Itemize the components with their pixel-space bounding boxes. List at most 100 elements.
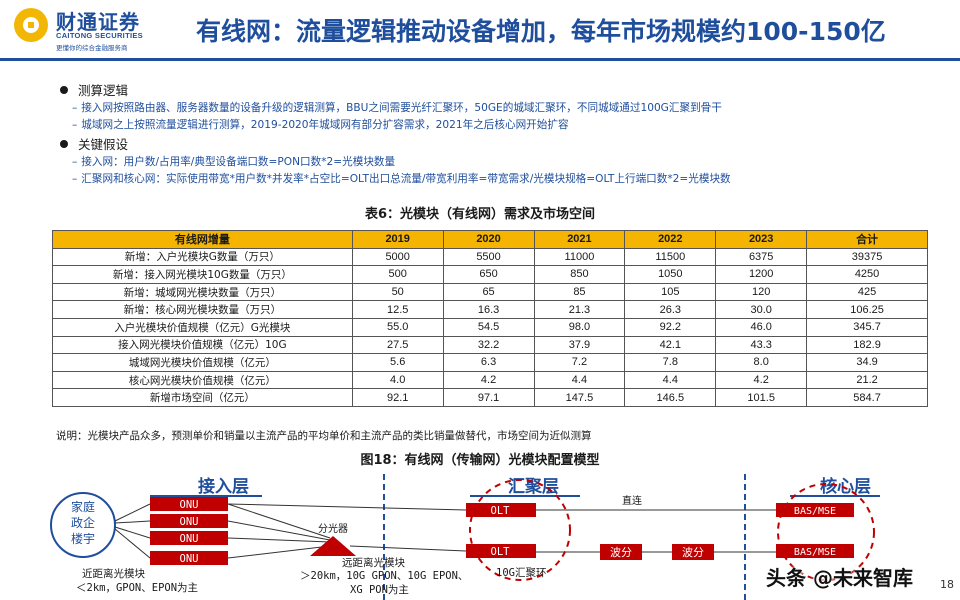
row-label-cell: 接入网光模块价值规模（亿元）10G — [52, 335, 353, 355]
table-title: 表6：光模块（有线网）需求及市场空间 — [364, 207, 596, 222]
value-cell: 39375 — [806, 247, 928, 267]
value-cell: 54.5 — [442, 317, 535, 337]
value-cell: 50 — [351, 282, 444, 302]
market-table: 有线网增量 2019 2020 2021 2022 2023 合计 新增：入户光… — [52, 230, 928, 407]
value-cell: 98.0 — [533, 317, 626, 337]
value-cell: 1050 — [624, 265, 717, 284]
far-label: ＞20km，10G GPON、10G EPON、 — [300, 570, 468, 582]
value-cell: 42.1 — [624, 335, 717, 355]
column-header: 有线网增量 — [52, 230, 353, 249]
bullet-section: 测算逻辑 – 接入网按照路由器、服务器数量的设备升级的逻辑测算，BBU之间需要光纤… — [58, 80, 938, 188]
table-row: 新增：入户光模块G数量（万只） 5000 5500 11000 11500 6375 393… — [52, 247, 928, 267]
value-cell: 11500 — [624, 247, 717, 267]
olt-node — [466, 503, 536, 517]
logo-cn: 财通证券 — [56, 10, 140, 34]
layer-access: 接入层 — [198, 476, 249, 497]
layer-core: 核心层 — [820, 476, 871, 497]
svg-text:ONU: ONU — [180, 499, 199, 511]
value-cell: 650 — [442, 265, 535, 284]
table-row: 新增：接入网光模块10G数量（万只） 500 650 850 1050 1200 4250 — [52, 265, 928, 284]
value-cell: 500 — [351, 265, 444, 284]
svg-text:波分: 波分 — [682, 546, 704, 559]
column-header: 2022 — [624, 230, 717, 249]
value-cell: 182.9 — [806, 335, 928, 355]
value-cell: 85 — [533, 282, 626, 302]
value-cell: 21.2 — [806, 370, 928, 390]
home-label: 政企 — [71, 515, 95, 530]
ring-label: 10G汇聚环 — [496, 566, 546, 579]
row-label-cell: 新增市场空间（亿元） — [52, 388, 353, 407]
bullet-heading-2: 关键假设 — [58, 134, 938, 154]
wdm-group: 波分 波分 — [600, 544, 714, 560]
value-cell: 5000 — [351, 247, 444, 267]
row-label-cell: 新增：城域网光模块数量（万只） — [52, 282, 353, 302]
svg-text:OLT: OLT — [491, 546, 511, 558]
layer-aggregation: 汇聚层 — [508, 477, 559, 497]
value-cell: 26.3 — [624, 300, 717, 319]
core-ring — [777, 483, 875, 581]
annotations: 近距离光模块 ＜2km，GPON、EPON为主 远距离光模块 ＞20km，10G… — [76, 556, 546, 596]
wdm-node — [672, 544, 714, 560]
bullet-heading-1: 测算逻辑 — [58, 80, 938, 100]
direct-label: 直连 — [622, 494, 642, 507]
value-cell: 8.0 — [715, 353, 808, 372]
row-label-cell: 新增：核心网光模块数量（万只） — [52, 300, 353, 319]
value-cell: 16.3 — [442, 300, 535, 319]
logo-slogan: 更懂你的综合金融服务商 — [56, 44, 128, 52]
table-row: 核心网光模块价值规模（亿元） 4.0 4.2 4.4 4.4 4.2 21.2 — [52, 370, 928, 390]
page-number: 18 — [940, 578, 954, 591]
table-note: 说明：光模块产品众多，预测单价和销量以主流产品的平均单价和主流产品的类比销量做替… — [56, 430, 592, 442]
column-header: 2023 — [715, 230, 808, 249]
column-header: 2020 — [442, 230, 535, 249]
splitter-label: 分光器 — [318, 522, 348, 535]
value-cell: 101.5 — [715, 388, 808, 407]
bullet-dot-icon — [60, 86, 68, 94]
home-label: 家庭 — [71, 499, 95, 514]
value-cell: 55.0 — [351, 317, 444, 337]
value-cell: 46.0 — [715, 317, 808, 337]
bullet-item: – 接入网按照路由器、服务器数量的设备升级的逻辑测算，BBU之间需要光纤汇聚环，5… — [72, 102, 722, 114]
table-row: 入户光模块价值规模（亿元）G光模块 55.0 54.5 98.0 92.2 46.0 345… — [52, 317, 928, 337]
value-cell: 425 — [806, 282, 928, 302]
olt-node — [466, 544, 536, 558]
row-label-cell: 核心网光模块价值规模（亿元） — [52, 370, 353, 390]
value-cell: 6.3 — [442, 353, 535, 372]
onu-node — [150, 551, 228, 565]
value-cell: 12.5 — [351, 300, 444, 319]
row-label-cell: 入户光模块价值规模（亿元）G光模块 — [52, 317, 353, 337]
onu-node — [150, 531, 228, 545]
value-cell: 5.6 — [351, 353, 444, 372]
watermark: 头条 @未来智库 — [766, 566, 913, 590]
near-label: ＜2km，GPON、EPON为主 — [76, 582, 198, 594]
bullet-item: – 接入网：用户数/占用率/典型设备端口数=PON口数*2=光模块数量 — [72, 156, 396, 168]
svg-text:BAS/MSE: BAS/MSE — [794, 506, 836, 517]
value-cell: 4.4 — [533, 370, 626, 390]
svg-text:BAS/MSE: BAS/MSE — [794, 547, 836, 558]
table-row: 新增：核心网光模块数量（万只） 12.5 16.3 21.3 26.3 30.0 106.2… — [52, 300, 928, 319]
value-cell: 4250 — [806, 265, 928, 284]
value-cell: 106.25 — [806, 300, 928, 319]
bullet-item: – 城域网之上按照流量逻辑进行测算，2019-2020年城域网有部分扩容需求，20… — [72, 119, 569, 131]
svg-text:OLT: OLT — [491, 505, 511, 517]
home-label: 楼宇 — [71, 531, 95, 546]
value-cell: 21.3 — [533, 300, 626, 319]
value-cell: 34.9 — [806, 353, 928, 372]
value-cell: 105 — [624, 282, 717, 302]
bullet-item: – 汇聚网和核心网：实际使用带宽*用户数*并发率*占空比=OLT出口总流量/带宽利… — [72, 173, 731, 185]
onu-node — [150, 497, 228, 511]
value-cell: 32.2 — [442, 335, 535, 355]
value-cell: 147.5 — [533, 388, 626, 407]
value-cell: 1200 — [715, 265, 808, 284]
header: 财通证券 CAITONG SECURITIES 更懂你的综合金融服务商 有线网：… — [0, 0, 960, 62]
network-diagram: 接入层 汇聚层 核心层 家庭 政企 楼宇 ONU ONU ONU — [50, 474, 880, 600]
far-label: XG PON为主 — [350, 584, 409, 596]
aggregation-ring — [469, 479, 571, 581]
value-cell: 4.0 — [351, 370, 444, 390]
value-cell: 43.3 — [715, 335, 808, 355]
value-cell: 11000 — [533, 247, 626, 267]
logo-mark-icon — [14, 8, 48, 42]
onu-node — [150, 514, 228, 528]
column-header: 2019 — [351, 230, 444, 249]
svg-text:ONU: ONU — [180, 533, 199, 545]
value-cell: 97.1 — [442, 388, 535, 407]
